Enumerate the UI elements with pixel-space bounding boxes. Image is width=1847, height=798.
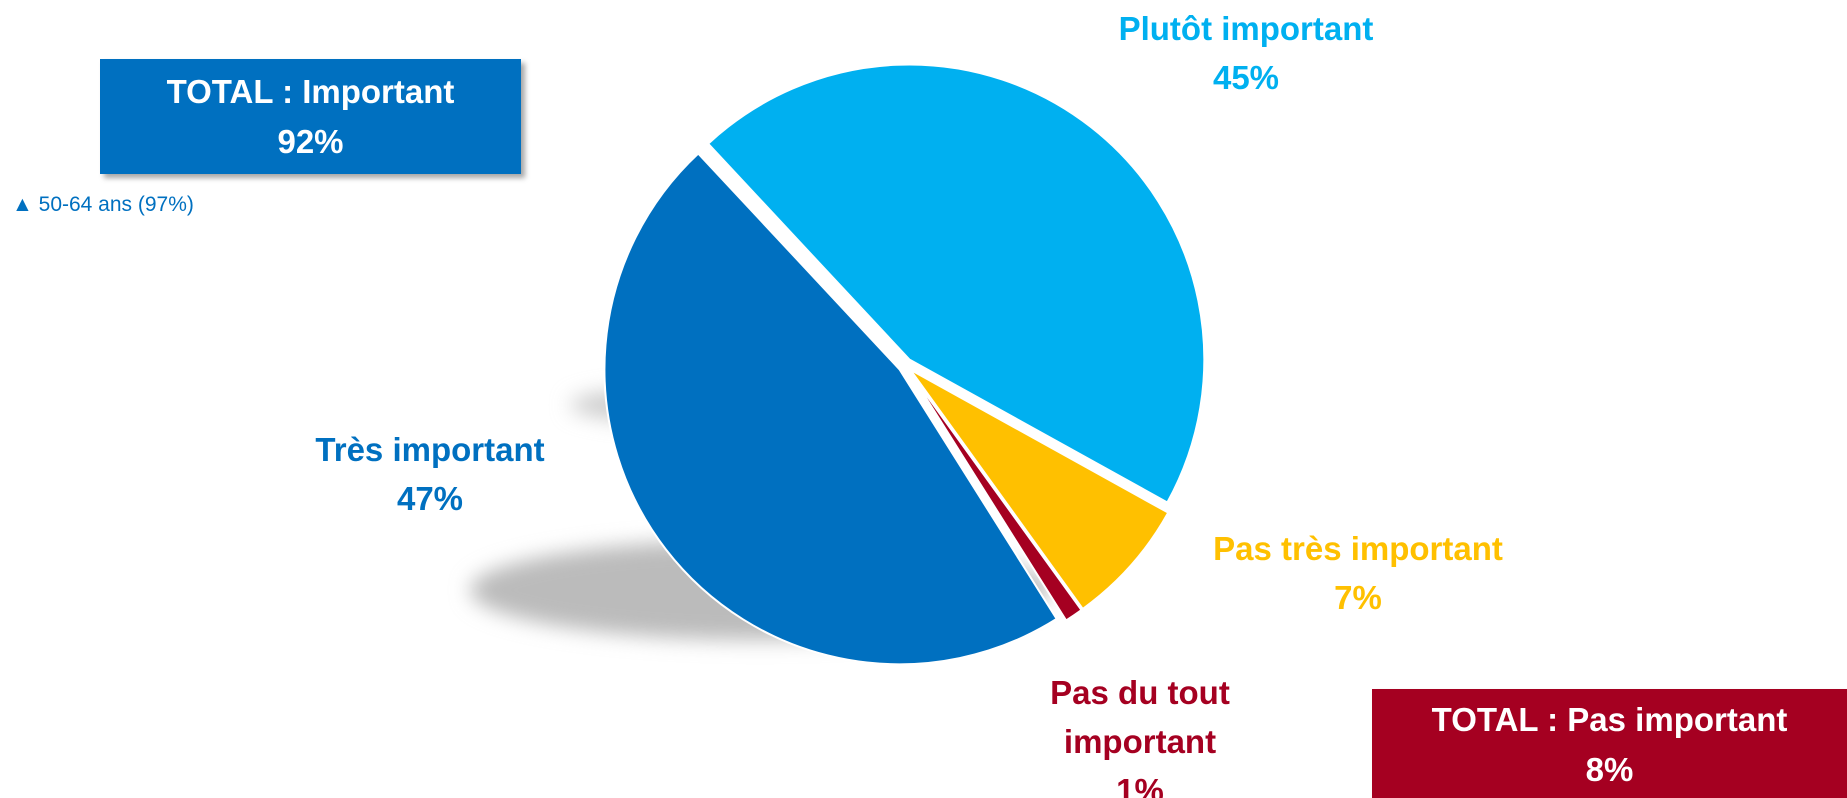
total-title: TOTAL : Pas important: [1431, 701, 1788, 738]
pie-slice: [908, 370, 1083, 622]
total-box: TOTAL : Pas important 8%: [1372, 689, 1847, 798]
note-text: 50-64 ans (97%): [38, 193, 194, 216]
total-box: TOTAL : Important 92%: [100, 59, 521, 174]
total-title: TOTAL : Important: [166, 73, 455, 110]
category-label: Pas du tout important: [1050, 674, 1230, 760]
pie-slice: [706, 63, 1206, 504]
category-label: Plutôt important: [1118, 10, 1374, 47]
slice-label: Pas du tout important 1%: [1040, 668, 1240, 798]
value-label: 47%: [396, 480, 464, 517]
slice-label: Très important 47%: [315, 425, 544, 523]
value-label: 45%: [1212, 59, 1280, 96]
pie-slice: [603, 152, 1059, 666]
category-label: Très important: [315, 431, 545, 468]
slice-label: Pas très important 7%: [1213, 524, 1503, 622]
slice-label: Plutôt important 45%: [1119, 4, 1374, 102]
total-value: 92%: [277, 123, 344, 160]
triangle-icon: ▲: [12, 193, 33, 216]
category-label: Pas très important: [1213, 530, 1503, 567]
pie-slice: [909, 368, 1170, 611]
value-label: 7%: [1334, 579, 1382, 616]
total-value: 8%: [1585, 751, 1634, 788]
value-label: 1%: [1116, 772, 1164, 798]
note: ▲ 50-64 ans (97%): [12, 193, 194, 217]
